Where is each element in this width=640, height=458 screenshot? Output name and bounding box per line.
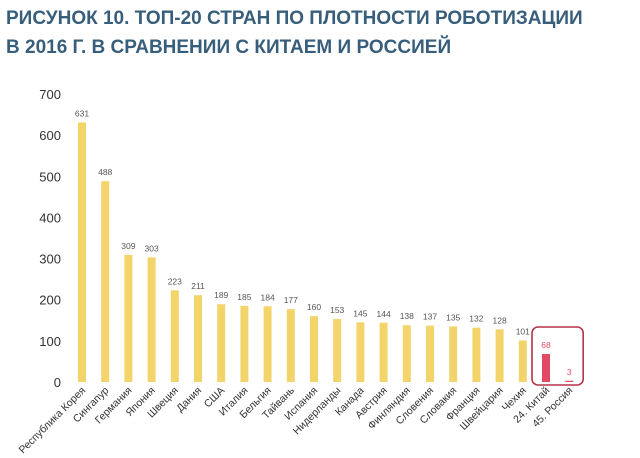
bar bbox=[147, 257, 156, 382]
bar bbox=[379, 322, 388, 382]
y-tick-label: 100 bbox=[39, 334, 61, 349]
value-label: 185 bbox=[237, 292, 251, 302]
chart-title: РИСУНОК 10. ТОП-20 СТРАН ПО ПЛОТНОСТИ РО… bbox=[6, 4, 626, 62]
bar bbox=[495, 329, 504, 382]
bar bbox=[333, 319, 342, 382]
bar bbox=[170, 290, 179, 382]
value-label: 68 bbox=[541, 340, 551, 350]
value-label: 303 bbox=[145, 243, 159, 253]
bars bbox=[78, 122, 574, 382]
bar bbox=[472, 327, 481, 382]
bar bbox=[286, 309, 295, 382]
value-label: 189 bbox=[214, 290, 228, 300]
value-label: 177 bbox=[284, 295, 298, 305]
chart-title-line-1: РИСУНОК 10. ТОП-20 СТРАН ПО ПЛОТНОСТИ РО… bbox=[6, 8, 583, 29]
value-label: 144 bbox=[377, 309, 391, 319]
y-tick-label: 500 bbox=[39, 169, 61, 184]
value-label: 488 bbox=[98, 167, 112, 177]
value-label: 138 bbox=[400, 311, 414, 321]
bar bbox=[124, 254, 133, 382]
value-label: 128 bbox=[493, 315, 507, 325]
value-label: 145 bbox=[353, 308, 367, 318]
value-labels: 631 488 309 303 223 211 189 185 184 177 160 153 145 1… bbox=[75, 108, 572, 376]
bar bbox=[217, 304, 226, 382]
bar bbox=[194, 295, 202, 382]
bar bbox=[518, 340, 527, 382]
bar bbox=[263, 306, 272, 382]
bar bbox=[402, 325, 411, 382]
chart-title-line-2: В 2016 Г. В СРАВНЕНИИ С КИТАЕМ И РОССИЕЙ bbox=[6, 37, 452, 58]
highlight-box bbox=[531, 326, 585, 386]
value-label: 137 bbox=[423, 312, 437, 322]
x-tick-label: Дания bbox=[174, 385, 204, 415]
y-tick-label: 600 bbox=[39, 128, 61, 143]
y-tick-label: 0 bbox=[54, 375, 61, 390]
bar bbox=[310, 316, 318, 382]
bar bbox=[542, 354, 550, 382]
bar bbox=[101, 181, 110, 382]
value-label: 160 bbox=[307, 302, 321, 312]
y-tick-label: 300 bbox=[39, 252, 61, 267]
bar bbox=[240, 305, 249, 382]
y-tick-label: 400 bbox=[39, 210, 61, 225]
bar bbox=[78, 122, 86, 382]
x-axis-labels: Республика КореяСингапурГерманияЯпонияШв… bbox=[17, 384, 576, 456]
value-label: 101 bbox=[516, 326, 530, 336]
value-label: 223 bbox=[168, 276, 182, 286]
bar bbox=[426, 325, 434, 382]
value-label: 135 bbox=[446, 312, 460, 322]
y-tick-label: 700 bbox=[39, 87, 61, 102]
y-axis: 0 100 200 300 400 500 600 700 bbox=[39, 87, 61, 390]
value-label: 184 bbox=[261, 292, 275, 302]
bar bbox=[449, 326, 458, 382]
bar bbox=[565, 380, 574, 382]
value-label: 3 bbox=[567, 367, 572, 377]
highlight-group bbox=[531, 326, 585, 386]
value-label: 211 bbox=[191, 281, 205, 291]
value-label: 309 bbox=[121, 241, 135, 251]
value-label: 153 bbox=[330, 305, 344, 315]
value-label: 631 bbox=[75, 108, 89, 118]
bar bbox=[356, 322, 365, 382]
y-tick-label: 200 bbox=[39, 293, 61, 308]
value-label: 132 bbox=[469, 314, 483, 324]
